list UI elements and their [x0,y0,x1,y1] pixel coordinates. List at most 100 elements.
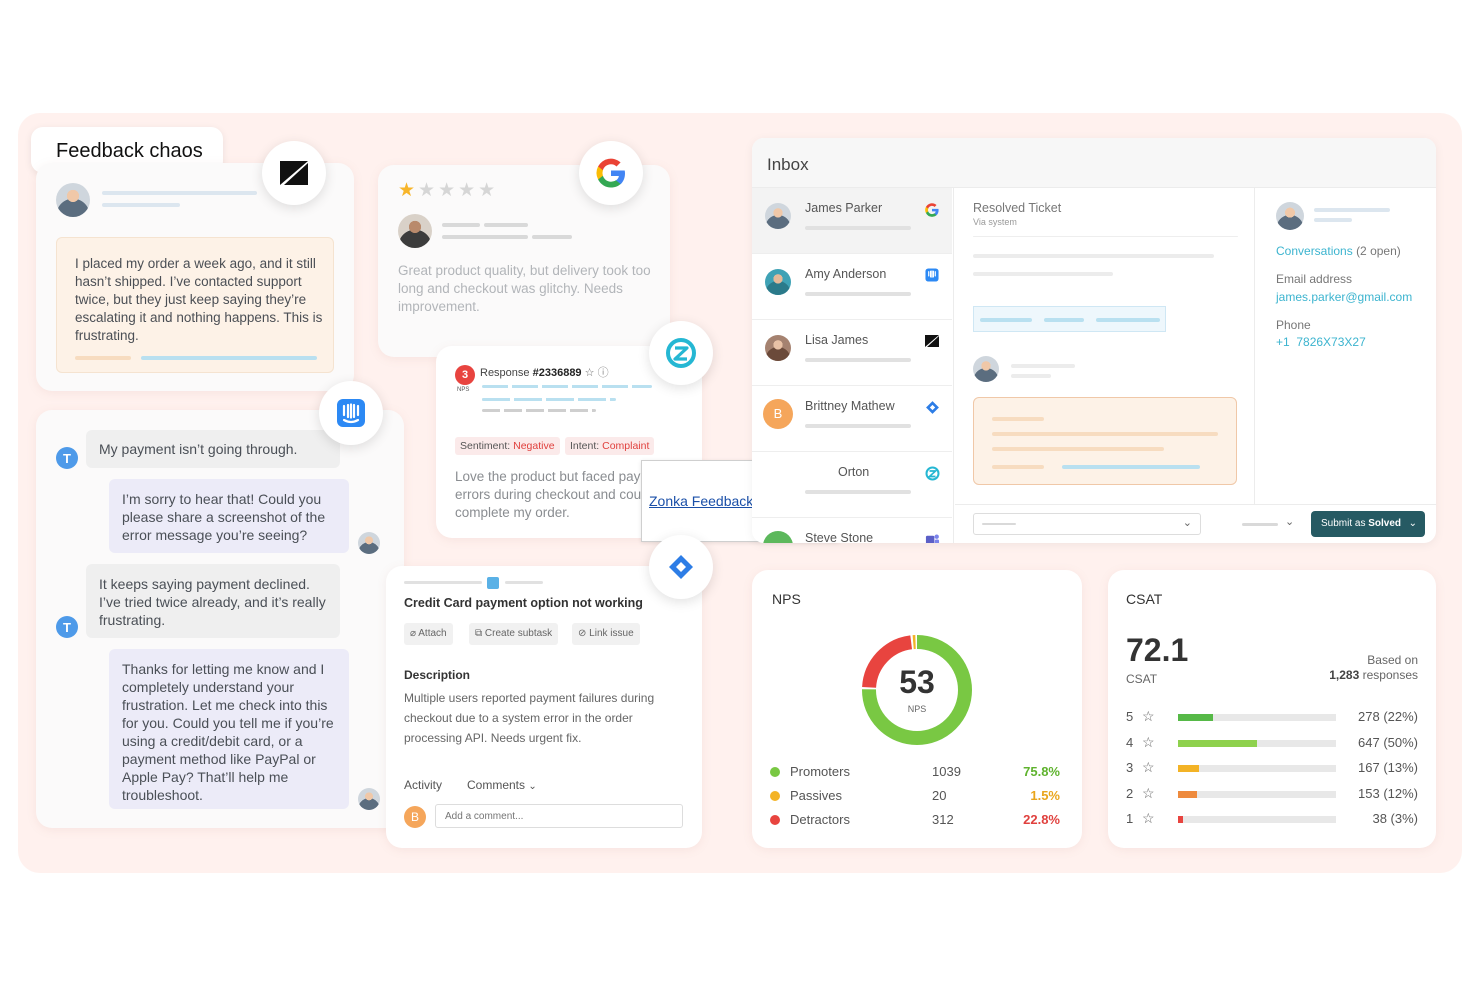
placeholder-line [992,417,1044,421]
comment-input[interactable] [435,804,683,828]
star-outline-icon: ☆ [1142,733,1155,750]
rating-number: 1 [1126,811,1134,826]
placeholder-line [75,356,131,360]
legend-count: 312 [932,812,954,827]
contact-row[interactable]: B Brittney Mathew [752,386,952,452]
ticket-field-group [973,306,1166,332]
response-id: #2336889 [532,367,582,379]
conversations-count: (2 open) [1356,244,1401,258]
nps-score-label: NPS [457,387,470,393]
placeholder-line [805,490,911,494]
sentiment-tag: Sentiment: Negative [455,437,560,455]
contact-name: Brittney Mathew [805,399,895,413]
star-outline-icon: ☆ [1142,810,1155,826]
legend-pct: 1.5% [1030,788,1060,803]
teams-icon [924,532,940,543]
rating-value: 278 (22%) [1358,709,1418,724]
create-subtask-button[interactable]: ⧉ Create subtask [469,623,559,645]
response-text: Love the product but faced payment error… [455,469,671,520]
comment-avatar: B [404,806,426,828]
placeholder-line [505,581,543,584]
placeholder-line [1011,364,1075,368]
message-box: I placed my order a week ago, and it sti… [56,237,334,373]
placeholder-line [404,581,482,584]
avatar [56,183,90,217]
comments-dropdown[interactable]: Comments ⌄ [467,778,537,792]
nps-card: NPS 53 NPS Promoters 1039 75.8% Passives 20… [752,570,1082,848]
submit-button[interactable]: Submit as Solved ⌄ [1311,511,1425,537]
placeholder-line [1314,218,1352,222]
responses-label: responses [1362,668,1418,682]
csat-rating-row: 2 ☆ 153 (12%) [1126,785,1426,804]
response-title: Response #2336889 ☆ ⓘ [480,364,609,380]
chat-message: Thanks for letting me know and I complet… [109,649,349,809]
rating-bar-fill [1178,714,1213,721]
rating-bar-track [1178,765,1336,772]
jira-logo [649,535,713,599]
jira-icon [924,400,940,416]
nps-title: NPS [772,591,801,607]
contact-row[interactable]: Amy Anderson [752,254,952,320]
placeholder-line [992,447,1164,451]
rating-bar-track [1178,816,1336,823]
responses-count: 1,283 [1329,668,1360,682]
avatar [973,356,999,382]
star-icon: ★ [398,180,419,201]
legend-label: Promoters [790,764,850,779]
intercom-logo [319,381,383,445]
ticket-subtitle: Via system [973,217,1017,227]
placeholder-line [1314,208,1390,212]
contact-row[interactable]: Steve Stone [752,518,952,543]
rating-value: 38 (3%) [1372,811,1418,826]
placeholder-line [532,235,572,239]
link-issue-button[interactable]: ⊘ Link issue [572,623,640,645]
legend-label: Passives [790,788,843,803]
placeholder-line [805,226,911,230]
csat-score-label: CSAT [1126,672,1158,686]
paperclip-icon: ⌀ [410,628,417,639]
avatar: B [763,399,793,429]
nps-score-label: NPS [907,704,927,714]
placeholder-line [482,385,652,388]
chevron-down-icon[interactable]: ⌄ [1285,516,1295,528]
contact-row[interactable]: Orton [752,452,952,518]
placeholder-line [102,191,257,195]
info-icon[interactable]: ⓘ [597,367,609,379]
intent-tag: Intent: Complaint [565,437,655,455]
message-text: I placed my order a week ago, and it sti… [75,256,323,343]
placeholder-line [1062,465,1200,469]
star-outline-icon[interactable]: ☆ [584,367,595,379]
submit-label: Submit as [1321,518,1366,529]
csat-rating-row: 3 ☆ 167 (13%) [1126,759,1426,778]
placeholder-line [442,235,528,239]
email-link[interactable]: james.parker@gmail.com [1276,290,1413,304]
zonka-feedback-link[interactable]: Zonka Feedback [649,493,754,509]
customer-avatar: T [56,616,78,638]
placeholder-line [992,432,1218,436]
rating-bar-track [1178,714,1336,721]
placeholder-line [982,523,1016,525]
legend-count: 1039 [932,764,961,779]
conversations-row: Conversations (2 open) [1276,244,1401,258]
inbox-panel: Inbox James Parker Amy Anderson Lisa Jam… [752,138,1436,543]
contact-list: James Parker Amy Anderson Lisa James B B… [752,188,954,543]
conversations-link[interactable]: Conversations [1276,244,1353,258]
zonka-icon [666,338,696,368]
rating-value: 153 (12%) [1358,785,1418,801]
sentiment-value: Negative [513,440,555,452]
chevron-down-icon: ⌄ [1408,518,1417,529]
placeholder-line [973,254,1214,258]
contact-row[interactable]: Lisa James [752,320,952,386]
placeholder-line [484,223,528,227]
phone-link[interactable]: +1 7826X73X27 [1276,335,1366,349]
status-select[interactable]: ⌄ [973,513,1201,535]
attach-button[interactable]: ⌀ Attach [404,623,453,645]
placeholder-line [141,356,317,360]
responses-summary: 1,283 responses [1329,668,1418,682]
google-icon [924,202,940,218]
avatar [765,269,791,295]
chat-message: I’m sorry to hear that! Could you please… [109,479,349,553]
csat-card: CSAT 72.1 CSAT Based on 1,283 responses … [1108,570,1436,848]
contact-row[interactable]: James Parker [752,188,952,254]
placeholder-line [980,318,1032,322]
